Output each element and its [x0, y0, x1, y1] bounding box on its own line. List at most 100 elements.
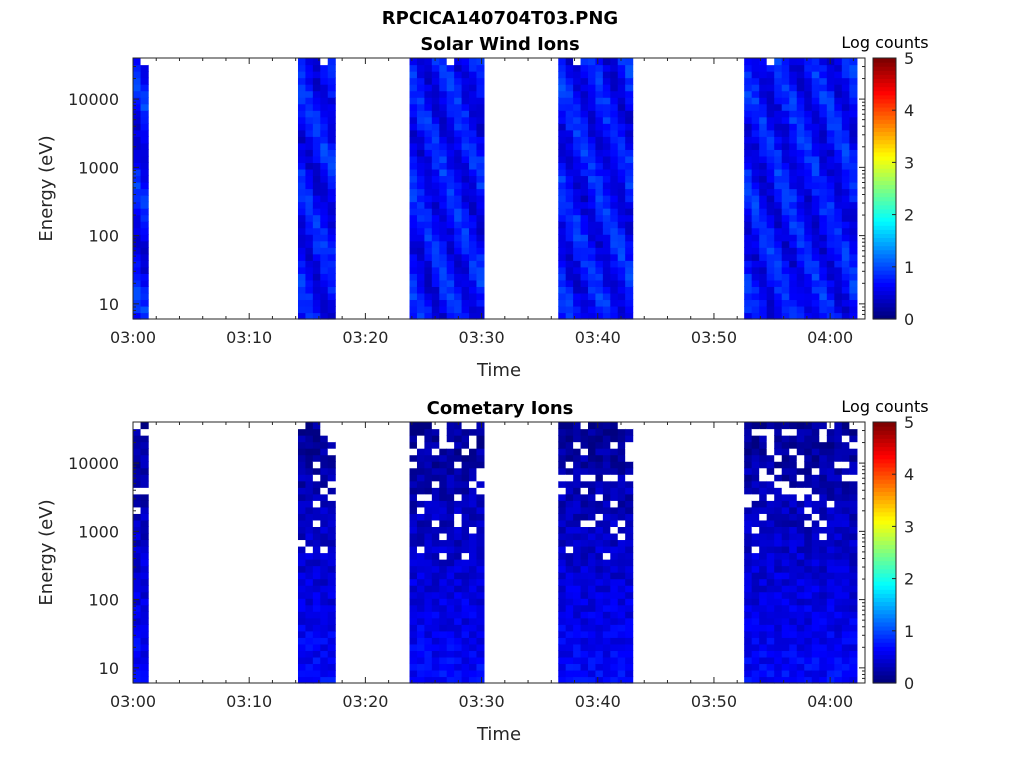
heatmap-cell	[595, 292, 604, 301]
heatmap-cell	[826, 253, 835, 261]
heatmap-cell	[312, 656, 321, 665]
heatmap-cell	[446, 123, 455, 131]
heatmap-cell	[602, 97, 611, 105]
heatmap-cell	[461, 435, 470, 443]
heatmap-cell	[409, 175, 418, 183]
heatmap-cell	[819, 136, 828, 144]
heatmap-cell	[759, 103, 768, 111]
heatmap-cell	[744, 142, 753, 150]
heatmap-cell	[774, 637, 783, 645]
heatmap-cell	[744, 168, 753, 177]
heatmap-cell	[133, 559, 142, 567]
heatmap-cell	[625, 572, 634, 580]
heatmap-cell	[461, 142, 470, 150]
heatmap-cell	[476, 539, 485, 547]
heatmap-cell	[431, 90, 440, 98]
heatmap-cell	[789, 441, 798, 449]
heatmap-cell	[312, 155, 321, 164]
heatmap-cell	[446, 663, 455, 671]
colorbar-segment	[873, 576, 896, 582]
heatmap-cell	[789, 461, 798, 469]
heatmap-cell	[804, 643, 813, 651]
heatmap-cell	[759, 448, 768, 456]
heatmap-cell	[602, 454, 611, 462]
heatmap-cell	[781, 604, 790, 612]
heatmap-cell	[409, 273, 418, 281]
heatmap-cell	[573, 663, 582, 671]
heatmap-cell	[424, 500, 433, 508]
heatmap-cell	[602, 643, 611, 651]
heatmap-cell	[297, 299, 307, 307]
heatmap-cell	[305, 545, 314, 554]
heatmap-cell	[439, 422, 448, 430]
heatmap-cell	[416, 195, 426, 203]
heatmap-cell	[826, 77, 835, 85]
heatmap-cell	[751, 64, 760, 72]
heatmap-cell	[312, 64, 321, 72]
heatmap-cell	[416, 175, 426, 183]
heatmap-cell	[811, 461, 820, 469]
heatmap-cell	[774, 526, 783, 534]
heatmap-cell	[461, 598, 470, 606]
heatmap-cell	[625, 181, 634, 190]
heatmap-cell	[454, 565, 463, 573]
heatmap-cell	[469, 181, 478, 190]
heatmap-cell	[602, 260, 611, 268]
heatmap-cell	[796, 578, 805, 586]
heatmap-cell	[320, 643, 329, 651]
heatmap-cell	[811, 656, 820, 665]
heatmap-cell	[565, 253, 574, 261]
heatmap-cell	[424, 474, 433, 482]
colorbar-frame	[872, 421, 897, 684]
heatmap-cell	[409, 506, 418, 514]
heatmap-cell	[826, 90, 835, 98]
heatmap-cell	[454, 84, 463, 92]
heatmap-cell	[312, 422, 321, 430]
heatmap-cell	[476, 253, 485, 261]
heatmap-cell	[476, 58, 485, 66]
heatmap-cell	[446, 428, 455, 436]
heatmap-cell	[454, 461, 463, 469]
heatmap-cell	[297, 195, 307, 203]
heatmap-cell	[766, 168, 775, 177]
heatmap-cell	[826, 188, 835, 196]
heatmap-cell	[781, 532, 790, 541]
heatmap-cell	[461, 247, 470, 255]
heatmap-cell	[580, 552, 589, 560]
heatmap-cell	[476, 565, 485, 573]
heatmap-cell	[297, 506, 307, 514]
heatmap-cell	[305, 474, 314, 482]
heatmap-cell	[409, 643, 418, 651]
heatmap-cell	[774, 461, 783, 469]
heatmap-cell	[595, 578, 604, 586]
heatmap-cell	[610, 58, 619, 66]
heatmap-cell	[424, 663, 433, 671]
heatmap-cell	[565, 474, 574, 482]
heatmap-cell	[312, 617, 321, 625]
heatmap-cell	[625, 487, 634, 495]
heatmap-cell	[834, 539, 843, 547]
heatmap-cell	[424, 467, 433, 475]
heatmap-cell	[573, 552, 582, 560]
heatmap-cell	[565, 650, 574, 658]
heatmap-cell	[766, 545, 775, 554]
heatmap-cell	[305, 559, 314, 567]
heatmap-cell	[416, 474, 426, 482]
heatmap-cell	[595, 155, 604, 164]
heatmap-cell	[454, 103, 463, 111]
heatmap-cell	[774, 539, 783, 547]
heatmap-cell	[469, 467, 478, 475]
heatmap-cell	[312, 234, 321, 242]
heatmap-cell	[588, 214, 597, 222]
heatmap-cell	[140, 84, 149, 92]
heatmap-cell	[610, 617, 619, 625]
heatmap-cell	[849, 266, 858, 274]
heatmap-cell	[312, 493, 321, 501]
heatmap-cell	[140, 598, 149, 606]
colorbar-segment	[873, 597, 896, 603]
x-tick-label: 03:40	[575, 692, 621, 711]
heatmap-cell	[454, 123, 463, 131]
heatmap-cell	[834, 545, 843, 554]
heatmap-cell	[305, 604, 314, 612]
heatmap-cell	[416, 201, 426, 209]
